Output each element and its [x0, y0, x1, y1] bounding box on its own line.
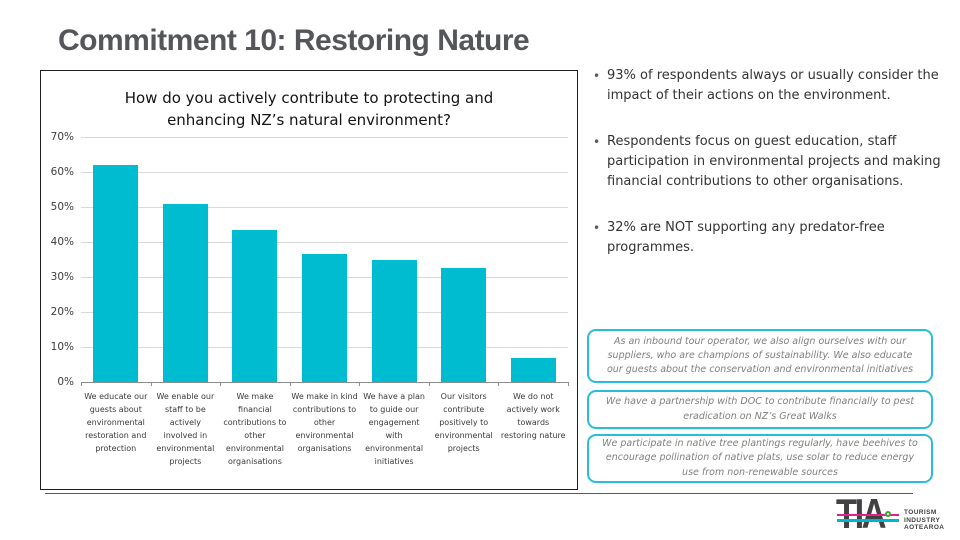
x-tick [568, 382, 569, 386]
x-tick [150, 382, 152, 386]
x-category-label: Our visitors contribute positively to en… [434, 392, 493, 453]
x-tick [498, 382, 500, 386]
key-findings-list: 93% of respondents always or usually con… [592, 66, 954, 284]
y-tick-label: 40% [50, 236, 74, 248]
quote-box: We have a partnership with DOC to contri… [587, 390, 933, 429]
y-tick-label: 0% [57, 376, 74, 388]
y-tick-label: 10% [50, 341, 74, 353]
chart-title: How do you actively contribute to protec… [124, 89, 494, 129]
bar-slot [81, 137, 151, 382]
bar-slot [151, 137, 221, 382]
bar-chart-plot-area: 0% 10% 20% 30% 40% 50% 60% 70% We educate our g… [51, 131, 569, 466]
bar-slot [290, 137, 360, 382]
x-category-label: We enable our staff to be actively invol… [156, 392, 215, 466]
logo-cyan-stripe [837, 519, 899, 522]
bar-4 [371, 259, 417, 382]
bullet-item: Respondents focus on guest education, st… [592, 132, 954, 192]
logo-caption-line: TOURISM [904, 509, 937, 516]
y-tick-label: 30% [50, 271, 74, 283]
logo-magenta-stripe [837, 514, 899, 516]
bullet-item: 93% of respondents always or usually con… [592, 66, 954, 106]
logo-koru-icon [885, 511, 891, 517]
tia-logo-caption: TOURISM INDUSTRY AOTEAROA [904, 509, 944, 532]
gridline-50 [81, 207, 568, 208]
x-category-label: We have a plan to guide our engagement w… [363, 392, 425, 466]
bar-1 [162, 203, 208, 382]
gridline-70 [81, 137, 568, 138]
slide-title: Commitment 10: Restoring Nature [58, 24, 530, 57]
tia-logo: TIA TOURISM INDUSTRY AOTEAROA [836, 493, 954, 537]
y-tick-label: 60% [50, 166, 74, 178]
x-category-label: We do not actively work towards restorin… [500, 392, 566, 440]
logo-caption-line: INDUSTRY [904, 516, 941, 524]
bar-5 [441, 268, 487, 382]
bar-0 [93, 165, 139, 382]
bar-3 [302, 254, 348, 382]
tia-logo-letters: TIA [836, 493, 887, 535]
gridline-0 [81, 382, 568, 383]
bar-slot [429, 137, 499, 382]
logo-caption-line: AOTEAROA [904, 524, 945, 531]
gridline-60 [81, 172, 568, 173]
x-tick [81, 382, 82, 386]
bar-slot [220, 137, 290, 382]
bar-slot [359, 137, 429, 382]
x-tick [220, 382, 222, 386]
y-tick-label: 50% [50, 201, 74, 213]
bar-slot [498, 137, 568, 382]
quote-box: As an inbound tour operator, we also ali… [587, 329, 933, 383]
x-category-label: We make financial contributions to other… [223, 392, 287, 466]
x-tick [289, 382, 291, 386]
y-tick-label: 20% [50, 306, 74, 318]
x-tick [359, 382, 361, 386]
bullet-item: 32% are NOT supporting any predator-free… [592, 218, 954, 258]
quote-box: We participate in native tree plantings … [587, 434, 933, 483]
bar-6 [510, 357, 556, 382]
x-category-label: We make in kind contributions to other e… [291, 392, 358, 453]
gridline-40 [81, 242, 568, 243]
y-tick-label: 70% [50, 131, 74, 143]
bars [81, 137, 568, 382]
chart-panel: How do you actively contribute to protec… [40, 70, 578, 490]
footer-divider [45, 493, 913, 494]
x-tick [428, 382, 430, 386]
bar-2 [232, 229, 278, 382]
x-axis-labels: We educate our guests about environmenta… [81, 391, 568, 469]
x-category-label: We educate our guests about environmenta… [84, 392, 148, 453]
